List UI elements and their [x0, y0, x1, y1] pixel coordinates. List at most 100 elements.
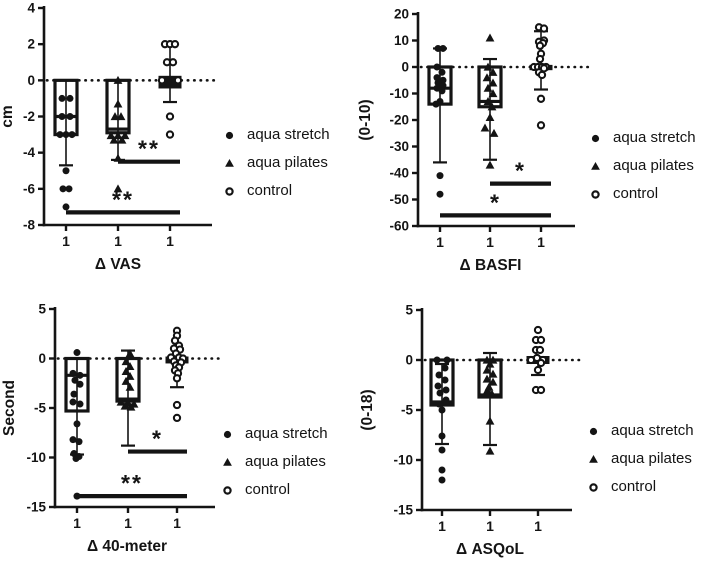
data-point-open-circle	[172, 400, 182, 410]
y-tick-label: 0	[38, 351, 46, 366]
data-point-filled-triangle	[483, 83, 493, 92]
data-point-filled-circle	[66, 113, 74, 120]
x-axis-title: Δ ASQoL	[456, 541, 524, 558]
y-tick-label: 20	[394, 7, 409, 22]
y-tick-label: -15	[26, 500, 46, 515]
x-tick-label: 1	[114, 233, 122, 249]
legend-label: control	[611, 478, 657, 495]
filled-circle-icon	[589, 427, 598, 435]
data-point-filled-triangle	[485, 112, 495, 121]
legend-label: aqua pilates	[245, 453, 326, 470]
data-point-filled-circle	[433, 63, 441, 71]
data-point-open-circle	[535, 41, 545, 50]
x-axis-title: Δ BASFI	[460, 257, 522, 274]
data-point-filled-circle	[66, 94, 74, 102]
panel-delta-40-meter: * ** 5 0 -5 -10 -15 1 1 1 Second Δ 40-meter aqua st…	[0, 284, 354, 568]
data-point-open-circle	[535, 54, 545, 64]
data-point-filled-circle	[436, 389, 444, 397]
data-point-filled-triangle	[113, 131, 123, 140]
data-point-open-circle	[536, 385, 546, 395]
data-point-filled-circle	[76, 400, 84, 408]
y-tick-label: -8	[23, 218, 35, 233]
data-point-filled-triangle	[113, 184, 123, 193]
data-point-filled-triangle	[485, 416, 495, 425]
data-point-filled-triangle	[482, 365, 492, 374]
legend-item-aqua-pilates: aqua pilates	[222, 149, 330, 177]
x-tick-label: 1	[486, 518, 494, 534]
data-point-filled-triangle	[483, 62, 493, 71]
legend: aqua stretch aqua pilates control	[586, 417, 694, 501]
x-tick-label: 1	[534, 518, 542, 534]
data-point-filled-circle	[438, 432, 446, 440]
data-point-filled-triangle	[488, 78, 498, 87]
data-point-filled-circle	[438, 476, 446, 484]
data-point-filled-triangle	[488, 377, 498, 386]
filled-triangle-icon	[223, 457, 232, 466]
data-point-open-circle	[168, 58, 178, 67]
y-tick-label: -30	[389, 139, 409, 154]
x-tick-label: 1	[173, 515, 181, 531]
y-axis-title: (0-10)	[357, 99, 374, 140]
data-point-filled-circle	[433, 74, 441, 82]
data-point-filled-circle	[436, 172, 444, 180]
y-tick-label: 0	[405, 353, 413, 368]
legend-item-aqua-pilates: aqua pilates	[588, 152, 696, 180]
data-point-filled-triangle	[126, 402, 136, 411]
data-point-filled-triangle	[485, 160, 495, 169]
data-point-filled-triangle	[121, 376, 131, 385]
panel-delta-basfi: * * 20 10 0 -10 -20 -30 -40 -50 -60 1 1 1 (0-10) Δ BASF…	[354, 0, 708, 284]
data-point-filled-circle	[432, 100, 440, 108]
data-point-open-circle	[172, 374, 182, 383]
data-point-filled-triangle	[480, 123, 490, 132]
y-tick-label: 2	[27, 37, 35, 52]
data-point-open-circle	[535, 345, 545, 355]
data-point-filled-triangle	[120, 401, 130, 410]
y-tick-label: 4	[27, 1, 35, 16]
legend-item-control: control	[222, 177, 330, 205]
data-point-open-circle	[536, 94, 546, 103]
legend: aqua stretch aqua pilates control	[220, 420, 328, 504]
x-tick-label: 1	[438, 518, 446, 534]
significance-label: *	[490, 189, 501, 215]
data-point-filled-circle	[438, 466, 446, 474]
data-point-filled-triangle	[489, 128, 499, 137]
data-point-filled-circle	[58, 113, 66, 120]
data-point-filled-circle	[75, 438, 83, 446]
y-tick-label: -15	[393, 503, 413, 518]
legend-item-control: control	[588, 180, 696, 208]
legend-item-aqua-stretch: aqua stretch	[220, 420, 328, 448]
y-tick-label: -60	[389, 219, 409, 234]
open-circle-icon	[225, 186, 234, 196]
y-tick-label: -10	[393, 453, 413, 468]
data-point-filled-circle	[73, 420, 81, 428]
data-point-filled-triangle	[482, 386, 492, 395]
delta-vas-plot: **** 4 2 0 -2 -4 -6 -8 1 1 1 cm Δ VAS	[0, 1, 220, 273]
data-point-filled-triangle	[110, 112, 120, 121]
x-tick-label: 1	[62, 233, 70, 249]
data-point-filled-circle	[435, 400, 443, 408]
delta-basfi-plot: * * 20 10 0 -10 -20 -30 -40 -50 -60 1 1 1 (0-10) Δ BASF…	[357, 7, 592, 274]
legend-item-aqua-stretch: aqua stretch	[586, 417, 694, 445]
data-point-filled-circle	[433, 356, 441, 364]
filled-triangle-icon	[591, 161, 600, 170]
data-point-filled-circle	[65, 185, 73, 193]
data-point-filled-triangle	[116, 397, 126, 406]
open-circle-icon	[591, 189, 600, 199]
panel-delta-asqol: 5 0 -5 -10 -15 1 1 1 (0-18) Δ ASQoL aqua stretch …	[354, 284, 708, 568]
legend-label: aqua stretch	[245, 425, 328, 442]
legend-label: aqua stretch	[613, 129, 696, 146]
significance-label: *	[152, 426, 163, 452]
data-point-filled-circle	[72, 454, 80, 462]
data-point-open-circle	[533, 365, 543, 375]
data-point-open-circle	[539, 24, 549, 33]
y-tick-label: 0	[401, 60, 409, 75]
filled-circle-icon	[591, 134, 600, 142]
data-point-filled-circle	[76, 371, 84, 379]
data-point-filled-circle	[441, 376, 449, 384]
data-point-filled-triangle	[482, 73, 492, 82]
data-point-filled-triangle	[488, 89, 498, 98]
data-point-filled-circle	[58, 94, 66, 102]
data-point-filled-triangle	[487, 102, 497, 111]
data-point-filled-circle	[439, 44, 447, 52]
